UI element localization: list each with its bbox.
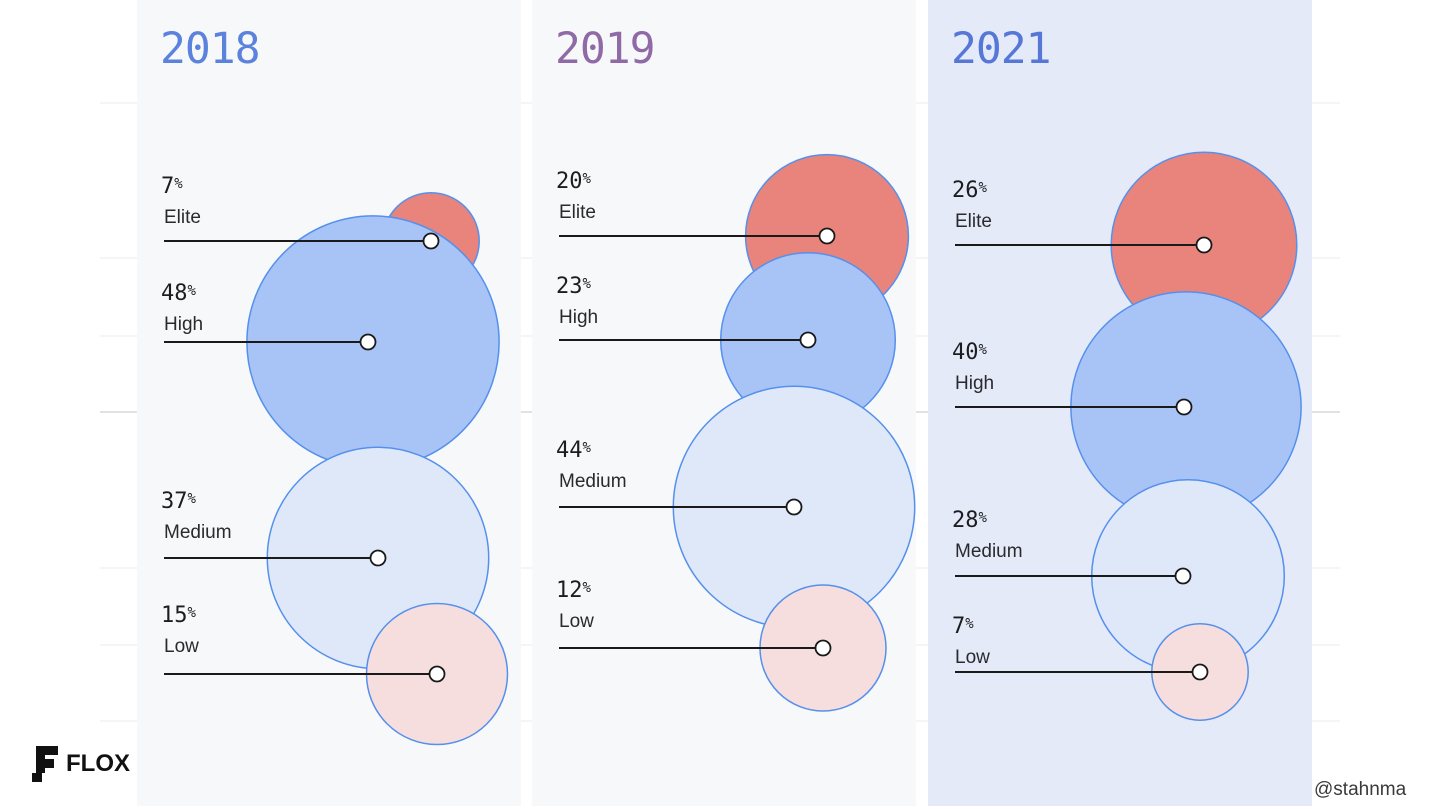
level-label-elite: Elite: [559, 202, 596, 223]
level-label-low: Low: [955, 647, 990, 668]
panel-2021: 2021 26% Elite 40% High 28% Medium 7% Low: [928, 0, 1312, 806]
percent-sign: %: [188, 283, 197, 299]
panel-2018: 2018 7% Elite 48% High 37% Medium 15% Low: [137, 0, 521, 806]
flox-logo: FLOX: [30, 746, 130, 782]
level-label-low: Low: [559, 611, 594, 632]
percent-sign: %: [188, 491, 197, 507]
percent-label-medium: 28%: [952, 508, 988, 533]
percent-label-high: 48%: [161, 281, 197, 306]
marker-dot-low: [428, 665, 446, 683]
percent-sign: %: [979, 180, 988, 196]
marker-dot-low: [814, 639, 832, 657]
bubble-chart-2018: 7% Elite 48% High 37% Medium 15% Low: [161, 174, 509, 746]
percent-sign: %: [174, 176, 183, 192]
marker-dot-high: [359, 333, 377, 351]
level-label-high: High: [559, 307, 598, 328]
percent-label-medium: 37%: [161, 489, 197, 514]
percent-label-medium: 44%: [556, 438, 592, 463]
percent-label-elite: 20%: [556, 169, 592, 194]
bubbles-group: [672, 153, 916, 712]
percent-label-low: 15%: [161, 603, 197, 628]
marker-dot-medium: [785, 498, 803, 516]
bubble-chart-2021: 26% Elite 40% High 28% Medium 7% Low: [952, 151, 1302, 721]
labels-group: 7% Elite 48% High 37% Medium 15% Low: [161, 174, 446, 683]
percent-label-low: 7%: [952, 614, 974, 639]
panel-2019: 2019 20% Elite 23% High 44% Medium 12% Low: [532, 0, 916, 806]
level-label-medium: Medium: [164, 522, 232, 543]
percent-sign: %: [188, 605, 197, 621]
percent-label-high: 40%: [952, 340, 988, 365]
percent-sign: %: [583, 580, 592, 596]
year-heading: 2019: [555, 24, 656, 74]
marker-dot-low: [1191, 663, 1209, 681]
percent-label-low: 12%: [556, 578, 592, 603]
percent-label-elite: 26%: [952, 178, 988, 203]
percent-label-elite: 7%: [161, 174, 183, 199]
level-label-high: High: [955, 373, 994, 394]
percent-sign: %: [583, 171, 592, 187]
marker-dot-medium: [369, 549, 387, 567]
bubbles-group: [1070, 151, 1302, 721]
marker-dot-elite: [818, 227, 836, 245]
percent-sign: %: [583, 440, 592, 456]
percent-sign: %: [979, 510, 988, 526]
level-label-low: Low: [164, 636, 199, 657]
percent-label-high: 23%: [556, 274, 592, 299]
level-label-elite: Elite: [955, 211, 992, 232]
year-heading: 2021: [951, 24, 1052, 74]
marker-dot-medium: [1174, 567, 1192, 585]
marker-dot-high: [799, 331, 817, 349]
percent-sign: %: [965, 616, 974, 632]
level-label-medium: Medium: [955, 541, 1023, 562]
marker-dot-elite: [422, 232, 440, 250]
percent-sign: %: [979, 342, 988, 358]
year-heading: 2018: [160, 24, 261, 74]
logo-text: FLOX: [66, 750, 130, 777]
level-label-high: High: [164, 314, 203, 335]
bubbles-group: [246, 192, 509, 746]
flox-logo-icon: [32, 746, 58, 782]
marker-dot-elite: [1195, 236, 1213, 254]
level-label-medium: Medium: [559, 471, 627, 492]
bubble-chart-2019: 20% Elite 23% High 44% Medium 12% Low: [556, 153, 916, 712]
author-handle: @stahnma: [1314, 779, 1407, 800]
level-label-elite: Elite: [164, 207, 201, 228]
percent-sign: %: [583, 276, 592, 292]
marker-dot-high: [1175, 398, 1193, 416]
